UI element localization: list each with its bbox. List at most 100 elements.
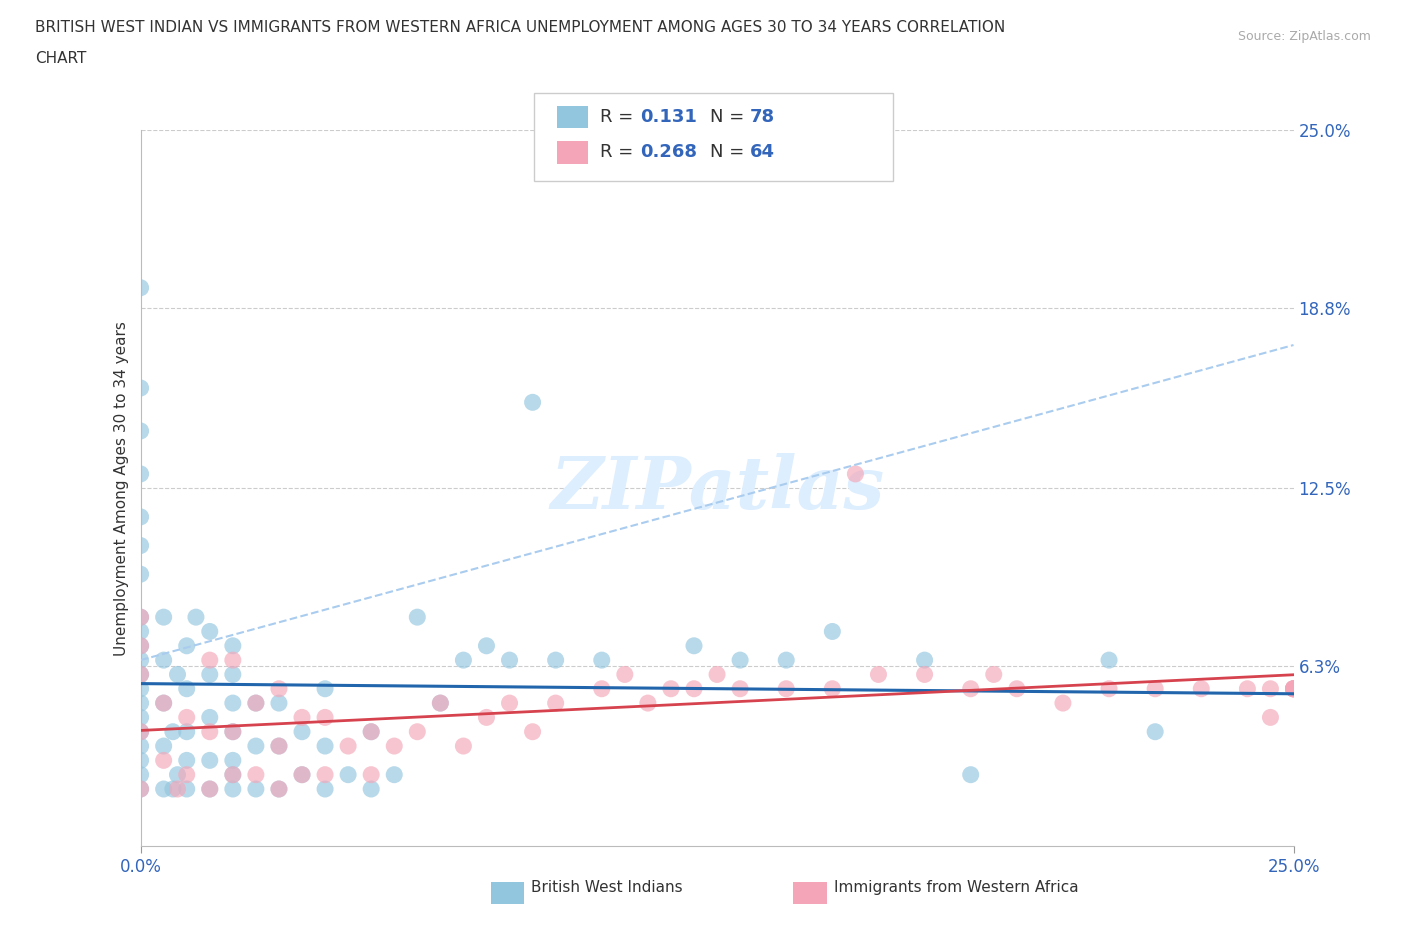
Point [267,738,290,753]
Point [314,710,336,724]
Point [267,682,290,697]
Point [245,696,267,711]
Point [637,696,659,711]
Point [1260,710,1282,724]
Point [406,724,429,739]
Point [129,610,152,625]
Point [591,653,613,668]
Point [382,738,405,753]
Point [914,667,936,682]
Point [129,653,152,668]
Text: Source: ZipAtlas.com: Source: ZipAtlas.com [1237,30,1371,43]
Point [222,696,245,711]
Point [1189,682,1212,697]
Point [1144,682,1167,697]
Point [198,653,221,668]
Point [184,610,207,625]
Point [1144,724,1167,739]
Point [152,696,174,711]
Point [222,667,245,682]
Point [360,781,382,796]
Point [498,653,520,668]
Text: 0.268: 0.268 [640,143,697,161]
Point [198,781,221,796]
Text: CHART: CHART [35,51,87,66]
Point [129,667,152,682]
Point [129,423,152,438]
Point [453,653,475,668]
Point [129,710,152,724]
Point [222,724,245,739]
Point [129,738,152,753]
Point [152,781,174,796]
Point [267,781,290,796]
Point [544,696,567,711]
Point [475,710,498,724]
Point [129,767,152,782]
Point [129,682,152,697]
Point [291,767,314,782]
Point [162,781,184,796]
Point [544,653,567,668]
Point [291,724,314,739]
Point [129,667,152,682]
Point [129,781,152,796]
Point [475,638,498,653]
Point [152,653,174,668]
Point [166,667,188,682]
Point [198,724,221,739]
Point [267,781,290,796]
Point [775,653,797,668]
Point [129,610,152,625]
Point [162,724,184,739]
Point [1098,682,1121,697]
Point [429,696,451,711]
Text: ZIPatlas: ZIPatlas [550,453,884,524]
Text: R =: R = [600,108,640,126]
Point [1052,696,1074,711]
Point [959,682,981,697]
Point [522,395,544,410]
Point [129,566,152,581]
Text: 0.131: 0.131 [640,108,696,126]
Point [337,738,360,753]
Point [314,682,336,697]
Point [176,767,198,782]
Y-axis label: Unemployment Among Ages 30 to 34 years: Unemployment Among Ages 30 to 34 years [114,321,129,656]
Point [1098,653,1121,668]
Point [728,682,751,697]
Text: British West Indians: British West Indians [531,880,683,895]
Point [129,638,152,653]
Point [222,767,245,782]
Point [406,610,429,625]
Point [129,638,152,653]
Point [129,724,152,739]
Point [1282,682,1305,697]
Point [152,753,174,768]
Point [129,753,152,768]
Point [198,667,221,682]
Point [166,781,188,796]
Point [1005,682,1028,697]
Point [245,738,267,753]
Point [728,653,751,668]
Point [198,710,221,724]
Point [129,510,152,525]
Point [959,767,981,782]
Point [706,667,728,682]
Point [821,624,844,639]
Point [613,667,636,682]
Text: 78: 78 [749,108,775,126]
Point [176,682,198,697]
Point [129,696,152,711]
Point [498,696,520,711]
Point [222,653,245,668]
Point [176,781,198,796]
Point [360,724,382,739]
Point [222,781,245,796]
Point [291,767,314,782]
Text: 64: 64 [749,143,775,161]
Point [775,682,797,697]
Point [1282,682,1305,697]
Text: Immigrants from Western Africa: Immigrants from Western Africa [834,880,1078,895]
